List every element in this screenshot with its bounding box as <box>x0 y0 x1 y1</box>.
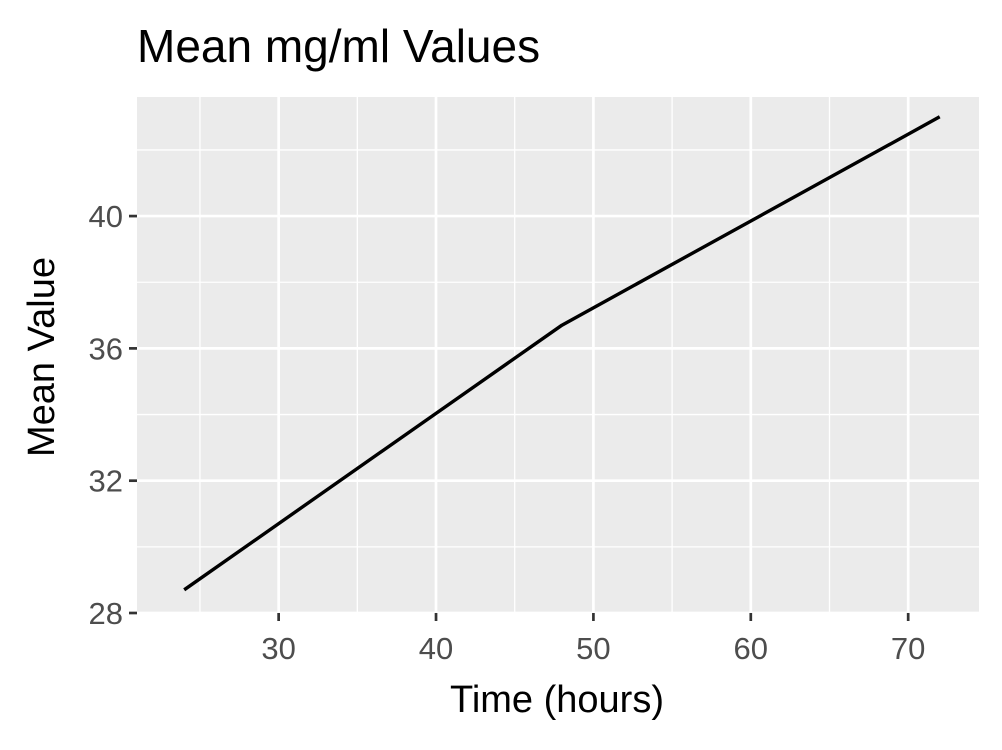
y-tick-label: 36 <box>89 331 123 366</box>
x-tick-label: 70 <box>891 631 925 666</box>
major-grid <box>137 97 979 615</box>
x-tick-label: 60 <box>734 631 768 666</box>
chart-title: Mean mg/ml Values <box>137 20 540 72</box>
x-tick-label: 50 <box>576 631 610 666</box>
y-tick-label: 32 <box>89 464 123 499</box>
y-tick-label: 40 <box>89 199 123 234</box>
x-tick-label: 30 <box>261 631 295 666</box>
y-axis-title: Mean Value <box>21 257 63 457</box>
series-line-0 <box>183 115 941 592</box>
y-axis: 28 32 36 40 <box>89 199 137 631</box>
x-tick-label: 40 <box>419 631 453 666</box>
series-layer <box>183 115 941 592</box>
x-axis-title: Time (hours) <box>450 679 664 721</box>
x-axis: 30 40 50 60 70 <box>261 613 925 666</box>
y-tick-label: 28 <box>89 596 123 631</box>
